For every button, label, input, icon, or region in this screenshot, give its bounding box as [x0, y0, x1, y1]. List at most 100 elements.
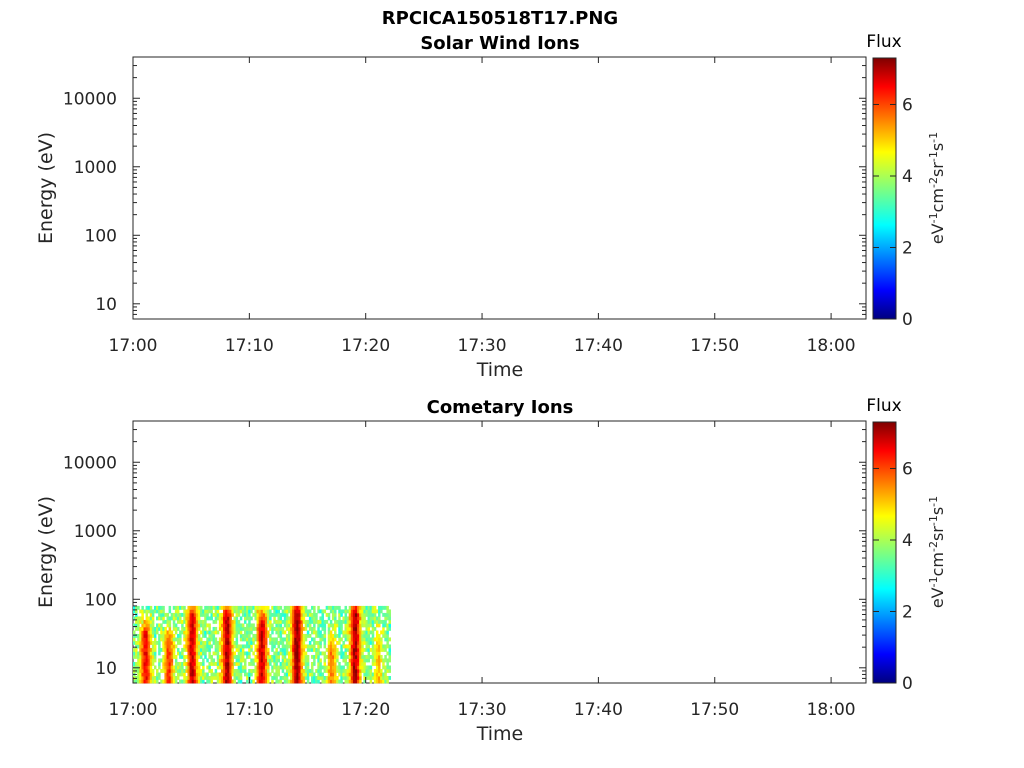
heatmap-cell: [212, 658, 216, 663]
heatmap-cell: [384, 658, 387, 663]
heatmap-cell: [357, 651, 360, 656]
heatmap-cell: [302, 612, 306, 617]
heatmap-cell: [246, 672, 249, 677]
heatmap-cell: [346, 661, 350, 666]
heatmap-cell: [388, 654, 391, 659]
heatmap-cell: [300, 640, 304, 645]
heatmap-cell: [231, 623, 234, 628]
heatmap-cell: [229, 672, 232, 677]
heatmap-cell: [133, 647, 136, 652]
heatmap-cell: [239, 654, 243, 659]
heatmap-cell: [206, 605, 209, 610]
heatmap-cell: [262, 661, 266, 666]
heatmap-cell: [208, 637, 211, 642]
heatmap-cell: [384, 672, 387, 677]
heatmap-cell: [225, 633, 228, 638]
heatmap-cell: [371, 612, 375, 617]
heatmap-cell: [168, 672, 172, 677]
heatmap-cell: [267, 665, 270, 670]
heatmap-cell: [151, 609, 155, 614]
heatmap-cell: [223, 609, 226, 614]
heatmap-cell: [262, 665, 266, 670]
heatmap-cell: [365, 612, 368, 617]
heatmap-cell: [191, 623, 195, 628]
heatmap-cell: [323, 668, 327, 673]
panel-title: Solar Wind Ions: [420, 33, 579, 54]
heatmap-cell: [239, 665, 243, 670]
heatmap-cell: [308, 609, 312, 614]
heatmap-cell: [294, 612, 297, 617]
heatmap-cell: [359, 637, 362, 642]
heatmap-cell: [313, 672, 316, 677]
heatmap-cell: [300, 675, 304, 680]
heatmap-cell: [143, 644, 146, 649]
heatmap-cell: [143, 651, 146, 656]
heatmap-cell: [365, 605, 368, 610]
heatmap-cell: [313, 647, 316, 652]
heatmap-cell: [363, 672, 366, 677]
heatmap-cell: [388, 616, 391, 621]
heatmap-cell: [241, 665, 245, 670]
heatmap-cell: [290, 661, 293, 666]
heatmap-cell: [375, 640, 379, 645]
heatmap-cell: [200, 661, 203, 666]
heatmap-cell: [334, 658, 337, 663]
colorbar-tick-label: 2: [902, 238, 913, 258]
heatmap-cell: [371, 647, 375, 652]
heatmap-cell: [183, 661, 186, 666]
heatmap-cell: [319, 651, 322, 656]
heatmap-cell: [283, 675, 287, 680]
heatmap-cell: [329, 644, 333, 649]
heatmap-cell: [172, 623, 176, 628]
heatmap-cell: [210, 661, 213, 666]
heatmap-cell: [216, 672, 220, 677]
heatmap-cell: [225, 658, 228, 663]
y-tick-label: 1000: [74, 522, 117, 542]
heatmap-cell: [275, 630, 278, 635]
heatmap-cell: [147, 630, 151, 635]
heatmap-cell: [378, 619, 381, 624]
heatmap-cell: [294, 633, 297, 638]
heatmap-cell: [354, 640, 358, 645]
heatmap-cell: [279, 665, 283, 670]
heatmap-cell: [214, 612, 218, 617]
heatmap-cell: [287, 605, 291, 610]
heatmap-cell: [139, 675, 142, 680]
heatmap-cell: [296, 616, 299, 621]
heatmap-cell: [214, 630, 218, 635]
heatmap-cell: [262, 640, 266, 645]
heatmap-cell: [183, 626, 186, 631]
heatmap-cell: [254, 644, 257, 649]
heatmap-cell: [350, 661, 354, 666]
heatmap-cell: [156, 679, 159, 684]
heatmap-cell: [365, 644, 368, 649]
heatmap-cell: [378, 672, 381, 677]
heatmap-cell: [145, 623, 149, 628]
heatmap-cell: [334, 665, 337, 670]
heatmap-cell: [323, 630, 327, 635]
heatmap-cell: [340, 623, 343, 628]
heatmap-cell: [292, 661, 295, 666]
heatmap-cell: [225, 668, 228, 673]
heatmap-cell: [384, 654, 387, 659]
heatmap-cell: [382, 675, 385, 680]
heatmap-cell: [357, 619, 360, 624]
heatmap-cell: [354, 630, 358, 635]
heatmap-cell: [223, 654, 226, 659]
heatmap-cell: [388, 619, 391, 624]
heatmap-cell: [277, 654, 280, 659]
heatmap-cell: [342, 668, 345, 673]
heatmap-cell: [338, 616, 341, 621]
heatmap-cell: [168, 623, 172, 628]
heatmap-cell: [262, 605, 266, 610]
heatmap-cell: [285, 668, 289, 673]
heatmap-cell: [202, 612, 205, 617]
heatmap-cell: [283, 637, 287, 642]
heatmap-cell: [342, 616, 345, 621]
heatmap-cell: [281, 647, 285, 652]
heatmap-cell: [162, 661, 165, 666]
heatmap-cell: [262, 616, 266, 621]
heatmap-cell: [294, 605, 297, 610]
heatmap-cell: [331, 623, 335, 628]
heatmap-cell: [348, 637, 352, 642]
